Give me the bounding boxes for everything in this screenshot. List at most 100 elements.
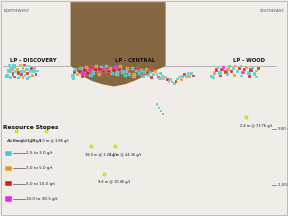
Text: LP - DISCOVERY: LP - DISCOVERY [10,58,56,63]
Bar [226,68,230,71]
Bar [236,70,239,73]
Bar [28,76,31,78]
Bar [138,72,141,75]
Bar [234,65,237,67]
Bar [158,77,162,80]
Bar [251,66,254,69]
Bar [188,75,191,78]
Bar [222,66,225,69]
Bar [73,70,76,74]
Bar [161,75,164,78]
Bar [149,71,151,73]
Bar [241,71,245,74]
Bar [158,107,160,109]
Bar [83,68,87,72]
Bar [18,76,21,78]
Bar [257,67,260,70]
Bar [26,77,29,80]
Bar [142,74,145,77]
Bar [35,73,37,76]
Bar [145,68,148,71]
Bar [121,70,124,74]
Text: 9.0 m @ 3.86 g/t: 9.0 m @ 3.86 g/t [39,139,69,143]
Bar [17,71,20,75]
Bar [126,67,129,70]
Bar [131,67,134,70]
Bar [20,70,23,73]
Bar [13,76,16,78]
Text: 9.6 m @ 10.46 g/t: 9.6 m @ 10.46 g/t [98,180,130,184]
Bar [79,67,83,70]
Bar [124,74,127,77]
Bar [89,74,93,77]
Bar [27,65,30,67]
Bar [30,67,33,70]
Bar [243,68,246,71]
Bar [176,78,179,80]
Bar [192,75,195,77]
Bar [71,74,75,78]
Bar [36,70,39,72]
Bar [130,70,132,73]
Bar [94,67,98,71]
Bar [173,82,176,85]
Bar [212,77,215,79]
Bar [95,65,98,68]
Bar [187,72,190,75]
Bar [100,66,103,68]
Bar [150,76,153,79]
Bar [233,74,236,77]
Bar [162,78,165,80]
Bar [171,81,174,83]
Bar [24,74,26,77]
Bar [133,73,136,76]
Bar [156,73,158,76]
Bar [112,68,116,72]
Bar [115,73,119,76]
Bar [90,66,93,69]
Bar [210,75,214,78]
Text: 5.9 m @ 13.09 g/t: 5.9 m @ 13.09 g/t [9,139,41,143]
Bar [240,65,242,68]
Bar [78,69,82,73]
Bar [17,77,20,79]
Bar [11,67,14,71]
Bar [114,66,117,69]
Bar [9,66,13,69]
Bar [238,67,241,70]
Text: Au Grade (g/t): Au Grade (g/t) [6,139,37,143]
Bar [226,73,229,76]
Polygon shape [71,2,166,86]
Bar [7,69,12,73]
Bar [109,67,112,70]
Bar [102,70,105,73]
Bar [12,64,16,67]
Bar [150,68,153,70]
Bar [183,73,186,76]
Bar [147,74,150,77]
Text: 5.0 to 10.0 g/t: 5.0 to 10.0 g/t [26,182,56,186]
Bar [218,71,222,75]
Bar [76,73,79,76]
Bar [159,72,162,75]
Bar [105,65,108,67]
Bar [104,67,107,70]
Bar [123,68,126,71]
Bar [8,64,11,66]
Bar [20,73,23,76]
Bar [29,70,32,73]
Bar [97,71,100,74]
Text: 3.0 to 5.0 g/t: 3.0 to 5.0 g/t [26,167,53,170]
Bar [81,72,85,76]
Bar [5,74,9,78]
Bar [119,65,122,68]
Bar [13,66,16,69]
Bar [128,73,131,76]
Bar [25,68,29,71]
Bar [166,78,169,81]
Bar [253,72,256,76]
Bar [72,77,75,80]
Bar [92,71,95,75]
Text: 2.4 m @ 73.76 g/t: 2.4 m @ 73.76 g/t [240,124,273,128]
Bar [107,73,110,76]
